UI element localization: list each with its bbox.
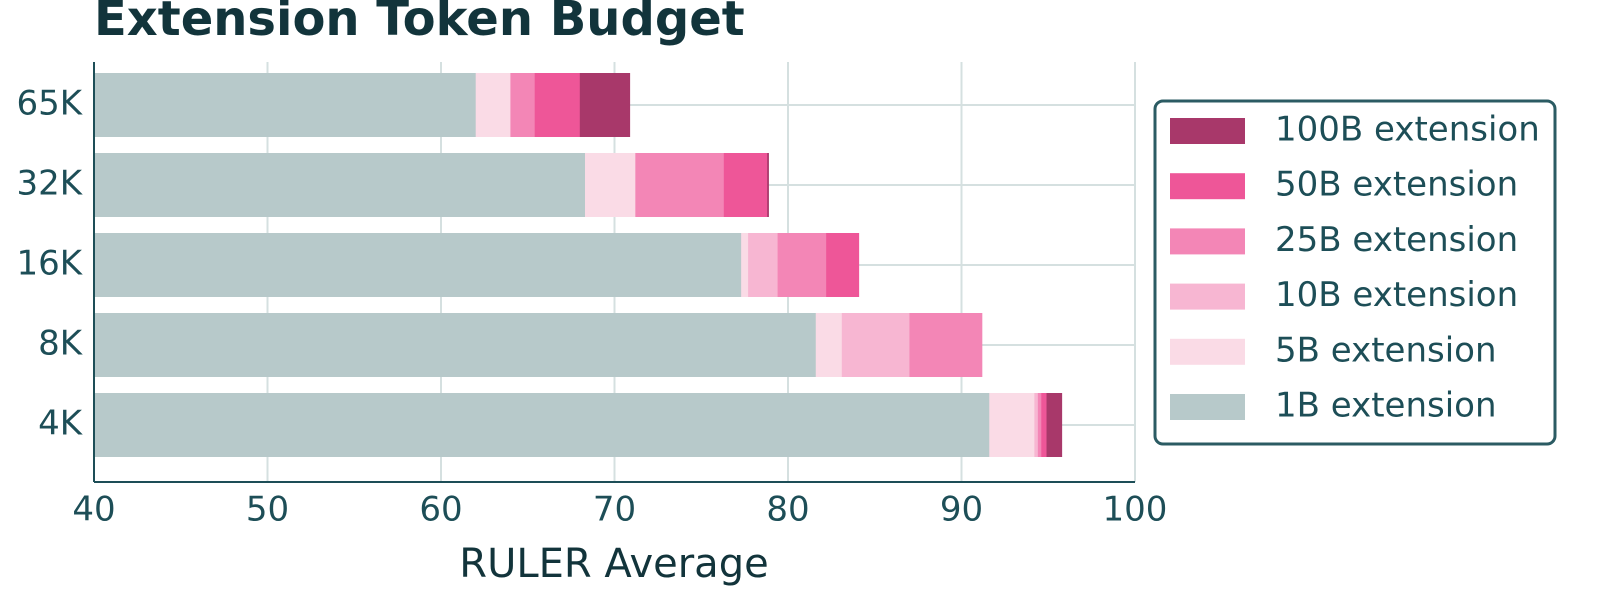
chart-title: Extension Token Budget (94, 0, 745, 47)
legend-swatch (1170, 394, 1245, 420)
legend-label: 100B extension (1275, 110, 1540, 150)
legend-label: 10B extension (1275, 275, 1518, 315)
legend-box (1153, 99, 1557, 446)
y-tick-label: 16K (16, 244, 83, 284)
legend-swatch (1170, 173, 1245, 200)
legend-swatch (1170, 228, 1245, 255)
legend-label: 1B extension (1275, 386, 1497, 426)
y-tick-label: 8K (38, 324, 84, 364)
x-tick-label: 40 (72, 490, 115, 530)
legend-label: 5B extension (1275, 330, 1497, 370)
x-tick-label: 90 (940, 490, 983, 530)
x-axis-label: RULER Average (459, 541, 768, 587)
legend-label: 50B extension (1275, 165, 1518, 205)
y-tick-label: 65K (16, 84, 83, 124)
x-tick-label: 80 (766, 490, 809, 530)
legend-swatch (1170, 118, 1245, 144)
bar (94, 73, 476, 137)
x-tick-label: 100 (1103, 490, 1168, 530)
legend-swatch (1170, 338, 1245, 365)
bar (94, 153, 586, 217)
bar (94, 233, 742, 297)
x-tick-label: 70 (593, 490, 636, 530)
bar (94, 393, 990, 457)
legend-label: 25B extension (1275, 220, 1518, 260)
x-tick-label: 50 (246, 490, 289, 530)
legend-swatch (1170, 283, 1245, 310)
bar (94, 313, 816, 377)
y-tick-label: 32K (16, 164, 83, 204)
x-tick-label: 60 (419, 490, 462, 530)
y-tick-label: 4K (38, 404, 84, 444)
